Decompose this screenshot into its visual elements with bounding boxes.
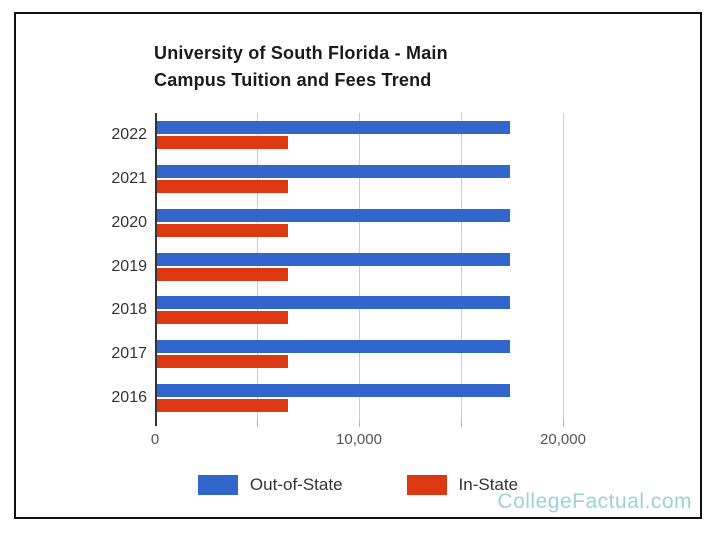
chart-title: University of South Florida - Main Campu… [154,43,448,90]
year-row-2022: 2022 [111,113,697,157]
x-axis-label-10-000: 10,000 [336,431,382,448]
legend-item-in-state: In-State [406,475,519,495]
bar-in-state-2017 [157,355,288,369]
x-axis-tick-15000 [461,420,462,427]
x-axis-tick-20000 [563,420,564,427]
gridline-10000 [359,113,360,420]
x-axis-labels: 0 10,000 20,000 [151,431,695,451]
bar-in-state-2021 [157,179,288,193]
gridline-20000 [563,113,564,420]
plot-area: 2022 2021 2020 2019 2018 2017 2016 0 10,000 20,0… [111,113,697,448]
year-row-2019: 2019 [111,245,697,289]
bar-in-state-2019 [157,267,288,281]
gridline-5000 [257,113,258,420]
bar-out-of-state-2019 [157,252,510,266]
chart-frame: University of South Florida - Main Campu… [14,12,702,519]
legend: Out-of-State In-State [16,475,700,495]
bar-out-of-state-2018 [157,296,510,310]
x-axis-tick-10000 [359,420,360,427]
year-row-2016: 2016 [111,376,697,420]
watermark: CollegeFactual.com [497,490,692,513]
bar-out-of-state-2022 [157,120,510,134]
gridline-15000 [461,113,462,420]
year-row-2017: 2017 [111,332,697,376]
year-row-2020: 2020 [111,201,697,245]
y-axis-label-2021: 2021 [111,169,147,187]
bar-out-of-state-2021 [157,164,510,178]
bar-out-of-state-2016 [157,384,510,398]
y-axis-line [155,113,157,426]
year-row-2021: 2021 [111,157,697,201]
bar-in-state-2020 [157,223,288,237]
y-axis-label-2019: 2019 [111,257,147,275]
legend-swatch-out-of-state [197,475,238,495]
y-axis-label-2020: 2020 [111,213,147,231]
bar-out-of-state-2017 [157,340,510,354]
x-axis-label-20-000: 20,000 [540,431,586,448]
x-axis-label-0: 0 [150,431,160,448]
legend-swatch-in-state [406,475,447,495]
y-axis-label-2018: 2018 [111,301,147,319]
y-axis-label-2017: 2017 [111,345,147,363]
year-row-2018: 2018 [111,288,697,332]
plot-rows: 2022 2021 2020 2019 2018 2017 2016 [111,113,697,420]
bar-in-state-2018 [157,311,288,325]
y-axis-label-2016: 2016 [111,389,147,407]
x-axis-tick-5000 [257,420,258,427]
bar-in-state-2022 [157,135,288,149]
bar-out-of-state-2020 [157,208,510,222]
legend-label-out-of-state: Out-of-State [249,475,343,494]
legend-label-in-state: In-State [458,475,519,494]
bar-in-state-2016 [157,399,288,413]
y-axis-label-2022: 2022 [111,125,147,143]
legend-item-out-of-state: Out-of-State [197,475,343,495]
